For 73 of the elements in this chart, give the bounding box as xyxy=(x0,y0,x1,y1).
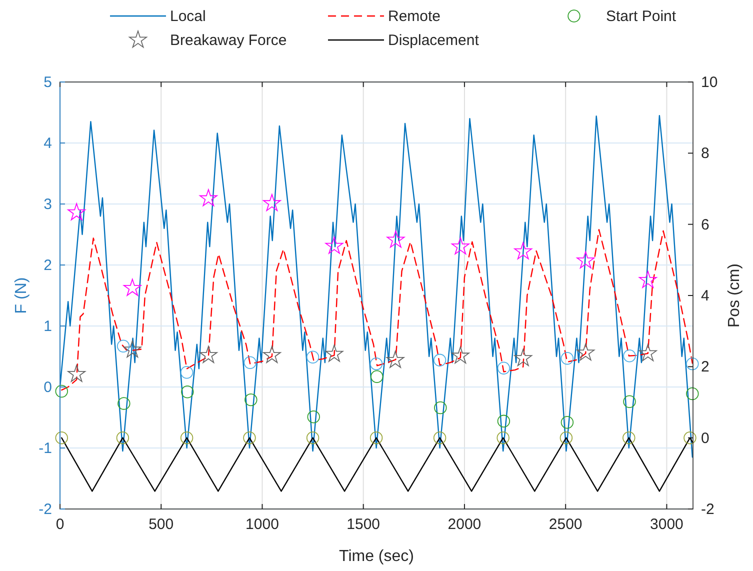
point xyxy=(123,340,142,358)
y-tick-label: -2 xyxy=(38,501,52,518)
y-tick-label: 1 xyxy=(44,318,52,335)
y-tick-label: 4 xyxy=(44,135,52,152)
x-tick-label: 2500 xyxy=(548,516,582,533)
point xyxy=(370,370,384,383)
y2-axis-title: Pos (cm) xyxy=(726,264,743,328)
point xyxy=(576,251,595,268)
point xyxy=(560,352,574,365)
point xyxy=(306,350,320,364)
x-axis-title: Time (sec) xyxy=(339,548,414,565)
point xyxy=(262,194,281,212)
x-tick-label: 0 xyxy=(56,516,64,533)
point xyxy=(576,343,595,361)
point xyxy=(451,237,470,254)
point xyxy=(199,189,218,206)
point xyxy=(497,414,510,428)
legend-label: Breakaway Force xyxy=(170,32,287,49)
point xyxy=(262,346,281,363)
x-tick-label: 500 xyxy=(148,516,174,533)
point xyxy=(244,356,256,369)
y2-tick-label: 0 xyxy=(701,430,710,447)
point xyxy=(560,416,574,429)
point xyxy=(386,350,404,368)
line-series xyxy=(61,229,693,391)
point xyxy=(118,397,130,410)
x-tick-label: 1000 xyxy=(246,516,279,533)
point xyxy=(325,344,344,362)
y-tick-label: 2 xyxy=(44,257,52,274)
point xyxy=(497,362,510,374)
point xyxy=(244,393,258,406)
point xyxy=(68,364,86,382)
point xyxy=(434,401,447,414)
y-tick-label: 3 xyxy=(44,196,52,213)
point xyxy=(68,203,86,220)
x-tick-label: 1500 xyxy=(346,516,380,533)
legend-label: Displacement xyxy=(388,32,480,49)
point xyxy=(181,386,194,398)
y2-tick-label: -2 xyxy=(701,501,714,518)
point xyxy=(638,270,657,288)
y-tick-label: -1 xyxy=(38,440,52,457)
point xyxy=(623,395,636,408)
point xyxy=(514,348,532,366)
x-tick-label: 2000 xyxy=(448,516,482,533)
legend-label: Start Point xyxy=(606,8,677,25)
point xyxy=(433,354,446,367)
y-tick-label: 0 xyxy=(44,379,52,396)
point xyxy=(55,384,68,398)
y2-tick-label: 6 xyxy=(701,216,710,234)
point xyxy=(116,340,130,352)
point xyxy=(199,346,218,363)
point xyxy=(638,344,657,362)
y2-tick-label: 4 xyxy=(701,288,710,304)
point xyxy=(514,242,532,260)
x-tick-label: 3000 xyxy=(650,516,684,533)
y2-tick-label: 8 xyxy=(701,145,710,162)
point xyxy=(180,366,194,379)
y2-tick-label: 2 xyxy=(701,358,710,376)
point xyxy=(123,278,142,296)
y2-tick-label: 10 xyxy=(701,74,718,91)
point xyxy=(686,357,699,370)
point xyxy=(370,357,383,370)
point xyxy=(386,230,405,248)
y-tick-label: 5 xyxy=(44,74,52,91)
point xyxy=(451,346,470,364)
y-axis-title: F (N) xyxy=(13,277,30,314)
legend-label: Local xyxy=(170,8,206,25)
point xyxy=(623,350,636,362)
point xyxy=(325,236,344,254)
point xyxy=(686,387,699,400)
line-series xyxy=(59,114,693,458)
point xyxy=(307,410,320,424)
legend-label: Remote xyxy=(388,8,441,25)
